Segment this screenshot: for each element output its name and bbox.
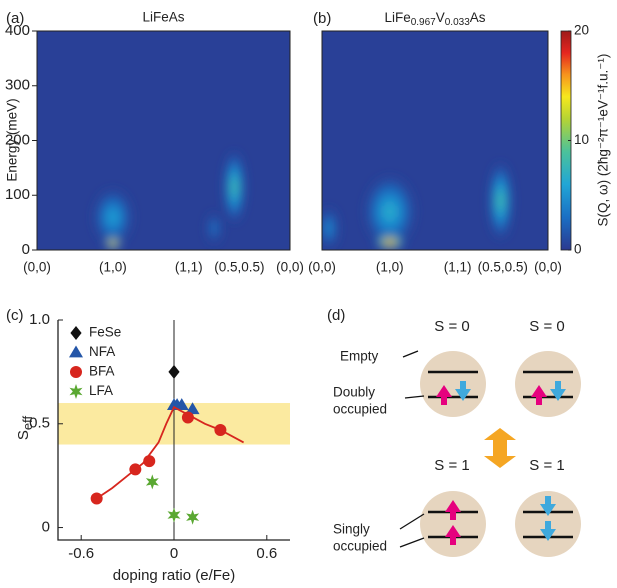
colorbar-tick-label: 10 xyxy=(574,132,589,147)
y-tick-label: 300 xyxy=(5,77,30,94)
y-tick-label: 400 xyxy=(5,22,30,39)
x-tick-label: (0.5,0.5) xyxy=(214,260,264,275)
intensity-spot xyxy=(105,236,121,250)
plot-frame xyxy=(321,30,549,251)
y-tick-label: 1.0 xyxy=(29,311,50,328)
title-part: LiFe xyxy=(384,10,410,25)
intensity-contour xyxy=(232,181,237,193)
marker-star xyxy=(167,507,181,523)
site xyxy=(515,351,581,417)
panel-label: (c) xyxy=(6,307,24,324)
intensity-layer xyxy=(94,152,245,250)
y-tick-label: 0 xyxy=(22,241,30,258)
y-axis-label: Energy (meV) xyxy=(5,98,20,181)
x-tick-label: (0,0) xyxy=(534,260,562,275)
level-label: occupied xyxy=(333,402,387,417)
chart-title: LiFe0.967V0.033As xyxy=(384,10,485,28)
intensity-spot xyxy=(94,190,132,245)
intensity-contour xyxy=(498,194,503,207)
marker-diamond xyxy=(70,326,82,340)
intensity-contour xyxy=(212,225,216,231)
intensity-spot xyxy=(322,208,338,248)
title-part: V xyxy=(436,10,445,25)
y-tick-label: 0.5 xyxy=(29,415,50,432)
intensity-contour xyxy=(387,241,393,244)
level-label: Singly xyxy=(333,522,370,537)
x-tick-label: 0 xyxy=(170,545,178,562)
level-label: occupied xyxy=(333,539,387,554)
title-part: 0.033 xyxy=(445,17,470,28)
fit-line xyxy=(96,405,245,500)
pointers xyxy=(399,350,425,548)
title-part: 0.967 xyxy=(411,17,436,28)
y-axis-label: Seff xyxy=(15,415,35,440)
intensity-contour xyxy=(109,212,117,222)
intensity-spot xyxy=(224,152,245,222)
transition-arrow xyxy=(484,428,516,468)
marker-star xyxy=(145,474,159,490)
x-tick-label: (1,1) xyxy=(444,260,472,275)
state-label: S = 0 xyxy=(529,318,564,335)
legend-label: LFA xyxy=(89,383,113,398)
state-label: S = 0 xyxy=(434,318,469,335)
colorbar-tick-label: 0 xyxy=(574,242,582,257)
y-tick-label: 200 xyxy=(5,131,30,148)
intensity-spot xyxy=(376,234,404,250)
x-tick-label: (1,0) xyxy=(376,260,404,275)
axes xyxy=(57,320,290,541)
legend-label: FeSe xyxy=(89,325,121,340)
y-label-main: S xyxy=(15,430,32,440)
x-tick-label: (1,1) xyxy=(175,260,203,275)
chart-title: LiFeAs xyxy=(142,10,184,25)
x-tick-label: (0,0) xyxy=(23,260,51,275)
x-axis-label: doping ratio (e/Fe) xyxy=(113,567,236,584)
title-part: As xyxy=(470,10,486,25)
spins xyxy=(436,381,566,545)
intensity-contour xyxy=(111,242,115,245)
y-label-sub: eff xyxy=(20,415,35,430)
level-label: Doubly xyxy=(333,385,375,400)
x-tick-label: (0,0) xyxy=(308,260,336,275)
site xyxy=(420,351,486,417)
heatmap xyxy=(37,31,290,250)
marker-triangle xyxy=(174,398,189,410)
state-label: S = 1 xyxy=(434,457,469,474)
x-tick-label: (0,0) xyxy=(276,260,304,275)
panel-label: (b) xyxy=(313,10,331,27)
heatmap-background xyxy=(322,31,548,250)
state-label: S = 1 xyxy=(529,457,564,474)
intensity-spot xyxy=(207,213,221,243)
heatmap-background xyxy=(37,31,290,250)
x-tick-label: (1,0) xyxy=(99,260,127,275)
intensity-spot xyxy=(365,177,415,246)
legend-label: BFA xyxy=(89,364,115,379)
level-label: Empty xyxy=(340,349,379,364)
legend-label: NFA xyxy=(89,344,115,359)
site xyxy=(420,491,486,557)
x-tick-label: 0.6 xyxy=(256,545,277,562)
marker-star xyxy=(186,509,200,525)
marker-circle xyxy=(70,366,82,378)
x-tick-label: -0.6 xyxy=(68,545,94,562)
intensity-contour xyxy=(327,224,331,232)
intensity-layer xyxy=(322,164,512,250)
x-tick-label: (0.5,0.5) xyxy=(478,260,528,275)
colorbar-tick-label: 20 xyxy=(574,23,589,38)
colorbar-label: S(Q, ω) (2ħg⁻²π⁻¹eV⁻¹f.u.⁻¹) xyxy=(596,54,611,227)
panel-label: (d) xyxy=(327,307,345,324)
marker-star xyxy=(69,384,83,399)
marker-triangle xyxy=(185,402,200,415)
y-tick-label: 100 xyxy=(5,186,30,203)
spin-diagram: (d) S = 0 S = 0 S = 1 S = 1 Empty Doubly… xyxy=(327,307,581,557)
marker-diamond xyxy=(168,364,180,379)
panel-label: (a) xyxy=(6,10,24,27)
intensity-contour xyxy=(385,205,394,218)
marker-triangle xyxy=(69,345,83,358)
heatmap xyxy=(322,31,548,250)
y-tick-label: 0 xyxy=(42,519,50,536)
intensity-spot xyxy=(489,164,512,238)
marker-circle xyxy=(181,411,194,424)
